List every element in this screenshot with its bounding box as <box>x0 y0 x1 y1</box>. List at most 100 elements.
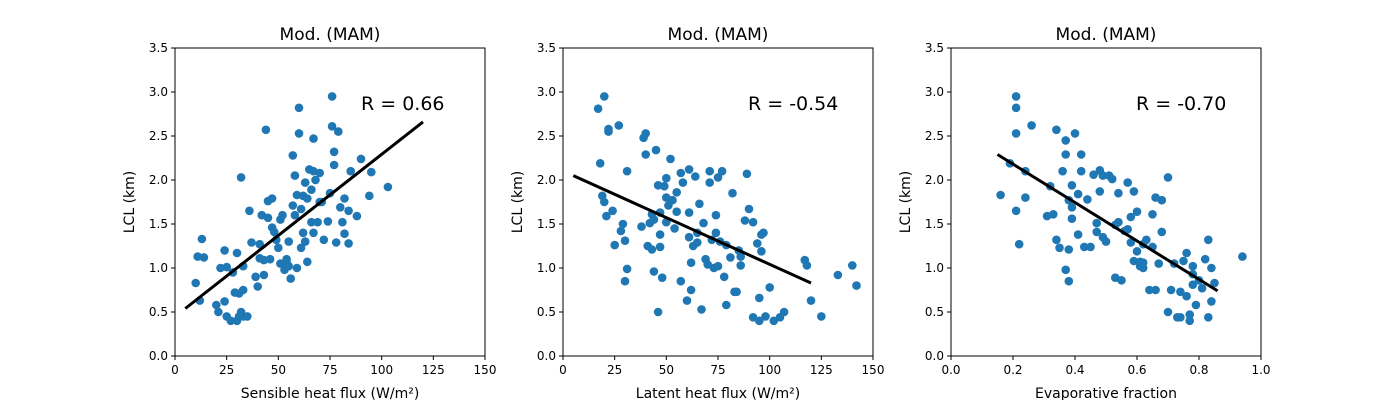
x-tick-label: 75 <box>710 363 725 377</box>
data-point <box>1142 235 1151 245</box>
data-point <box>1176 287 1185 297</box>
data-point <box>340 194 349 203</box>
data-point <box>327 122 337 131</box>
data-point <box>705 178 714 187</box>
data-point <box>1132 207 1142 216</box>
data-point <box>1086 242 1095 252</box>
data-point <box>1021 193 1030 202</box>
panel-title: Mod. (MAM) <box>1056 25 1157 45</box>
data-point <box>1027 121 1036 130</box>
data-point <box>352 211 362 221</box>
x-axis-label: Sensible heat flux (W/m²) <box>241 386 420 400</box>
panel-evaporative-fraction: Mod. (MAM) R = -0.70 Evaporative fractio… <box>898 25 1271 400</box>
data-point <box>296 243 306 253</box>
x-tick-label: 0 <box>171 363 179 377</box>
data-point <box>655 242 665 252</box>
data-point <box>600 197 609 207</box>
data-point <box>693 238 702 247</box>
data-point <box>197 234 207 244</box>
correlation-annotation: R = -0.70 <box>1136 93 1226 115</box>
data-point <box>1151 285 1160 295</box>
data-point <box>1145 285 1154 295</box>
data-point <box>736 252 745 261</box>
data-point <box>340 229 349 238</box>
data-point <box>672 207 681 216</box>
data-point <box>298 228 308 238</box>
data-point <box>761 312 770 321</box>
x-tick-label: 25 <box>607 363 622 377</box>
data-point <box>356 154 366 164</box>
data-point <box>1179 256 1188 266</box>
data-point <box>329 160 339 170</box>
data-point <box>736 261 745 270</box>
data-point <box>655 230 665 239</box>
data-point <box>1092 227 1101 237</box>
data-point <box>1061 265 1070 275</box>
data-point <box>757 247 766 256</box>
y-tick-label: 3.5 <box>925 41 944 55</box>
data-point <box>1132 247 1142 256</box>
panel-latent-heat-flux: Mod. (MAM) R = -0.54 Latent heat flux (W… <box>510 25 884 400</box>
data-point <box>1055 243 1064 253</box>
data-point <box>292 263 302 273</box>
data-point <box>290 210 300 220</box>
x-tick-label: 100 <box>758 363 781 377</box>
correlation-annotation: R = -0.54 <box>748 93 838 115</box>
data-point <box>1204 235 1213 245</box>
data-point <box>602 211 611 221</box>
data-point <box>684 165 694 174</box>
data-point <box>367 167 376 177</box>
data-point <box>618 219 628 229</box>
data-point <box>1207 263 1216 273</box>
data-point <box>660 181 669 191</box>
data-point <box>255 239 264 249</box>
y-tick-label: 1.5 <box>149 217 168 231</box>
data-point <box>662 173 671 183</box>
data-point <box>1011 206 1021 216</box>
data-point <box>622 166 632 176</box>
data-point <box>1067 181 1077 190</box>
data-point <box>300 237 310 246</box>
data-point <box>278 210 287 220</box>
y-tick-label: 3.0 <box>149 85 168 99</box>
data-point <box>365 191 374 201</box>
data-point <box>1200 254 1210 264</box>
data-point <box>657 273 667 283</box>
data-point <box>236 173 246 182</box>
data-point <box>274 243 283 253</box>
data-point <box>622 264 632 274</box>
data-point <box>1073 189 1083 199</box>
data-point <box>315 168 325 178</box>
data-point <box>705 166 714 176</box>
data-point <box>614 121 624 130</box>
data-point <box>344 239 353 248</box>
data-point <box>290 171 300 180</box>
data-point <box>1061 136 1070 145</box>
x-axis-label: Evaporative fraction <box>1035 386 1177 400</box>
data-point <box>1197 283 1207 293</box>
data-point <box>261 125 271 135</box>
data-point <box>1123 178 1132 187</box>
data-point <box>222 262 231 272</box>
data-point <box>676 168 686 178</box>
data-point <box>1191 300 1201 310</box>
y-tick-label: 2.0 <box>149 173 168 187</box>
data-point <box>303 194 312 203</box>
data-point <box>1070 129 1080 138</box>
data-point <box>1166 285 1176 295</box>
data-point <box>748 217 758 227</box>
data-point <box>726 253 735 262</box>
data-point <box>1052 235 1061 245</box>
data-point <box>1092 218 1101 228</box>
panel-sensible-heat-flux: Mod. (MAM) R = 0.66 Sensible heat flux (… <box>122 25 496 400</box>
data-point <box>284 261 294 271</box>
data-point <box>346 166 356 176</box>
data-point <box>284 237 294 246</box>
y-tick-label: 3.5 <box>149 41 168 55</box>
plot-frame <box>950 47 1262 357</box>
data-point <box>294 103 304 113</box>
data-point <box>641 129 650 138</box>
data-point <box>833 270 843 280</box>
data-point <box>713 173 723 182</box>
